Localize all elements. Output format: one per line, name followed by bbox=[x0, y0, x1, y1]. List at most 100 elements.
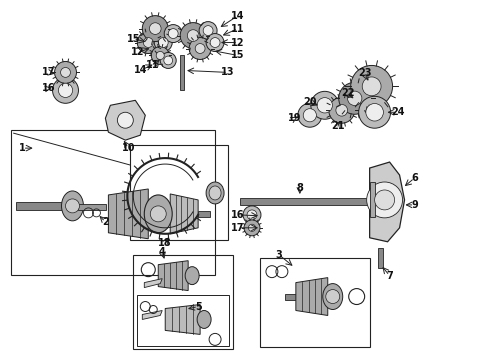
Circle shape bbox=[303, 109, 317, 122]
Text: 17: 17 bbox=[231, 223, 245, 233]
Circle shape bbox=[149, 23, 161, 35]
Text: 13: 13 bbox=[221, 67, 235, 77]
Circle shape bbox=[375, 190, 394, 210]
Ellipse shape bbox=[197, 310, 211, 328]
Circle shape bbox=[168, 29, 178, 39]
Polygon shape bbox=[296, 278, 328, 315]
Circle shape bbox=[326, 289, 340, 303]
Text: 11: 11 bbox=[231, 24, 245, 33]
Polygon shape bbox=[105, 100, 145, 140]
Text: 23: 23 bbox=[358, 68, 371, 78]
Text: 15: 15 bbox=[231, 50, 245, 60]
Text: 5: 5 bbox=[195, 302, 201, 311]
Text: 9: 9 bbox=[411, 200, 418, 210]
Circle shape bbox=[362, 77, 381, 96]
Circle shape bbox=[61, 67, 71, 77]
Text: 12: 12 bbox=[231, 37, 245, 48]
Text: 17: 17 bbox=[42, 67, 55, 77]
Circle shape bbox=[66, 199, 79, 213]
Text: 22: 22 bbox=[341, 88, 354, 98]
Circle shape bbox=[367, 182, 403, 218]
Bar bbox=[378, 248, 383, 268]
Circle shape bbox=[311, 91, 339, 119]
Circle shape bbox=[142, 15, 168, 41]
Polygon shape bbox=[144, 279, 162, 288]
Bar bbox=[198, 211, 210, 217]
Circle shape bbox=[164, 56, 172, 65]
Circle shape bbox=[160, 53, 176, 68]
Text: 21: 21 bbox=[331, 121, 344, 131]
Text: 7: 7 bbox=[386, 271, 393, 281]
Text: 10: 10 bbox=[122, 143, 135, 153]
Circle shape bbox=[180, 23, 206, 49]
Circle shape bbox=[154, 33, 172, 51]
Text: 4: 4 bbox=[159, 247, 166, 257]
Circle shape bbox=[351, 66, 392, 107]
Circle shape bbox=[54, 62, 76, 84]
Circle shape bbox=[187, 30, 199, 41]
Bar bbox=[130, 145, 228, 240]
Circle shape bbox=[243, 206, 261, 224]
Bar bbox=[133, 255, 233, 349]
Circle shape bbox=[248, 224, 256, 231]
Circle shape bbox=[158, 37, 168, 48]
Bar bbox=[180, 55, 184, 90]
Text: 8: 8 bbox=[296, 183, 303, 193]
Text: 14: 14 bbox=[231, 11, 245, 21]
Text: 19: 19 bbox=[288, 113, 302, 123]
Circle shape bbox=[329, 97, 355, 123]
Circle shape bbox=[58, 83, 73, 98]
Circle shape bbox=[210, 37, 220, 48]
Circle shape bbox=[336, 104, 347, 116]
Circle shape bbox=[347, 91, 362, 105]
Circle shape bbox=[359, 96, 391, 128]
Text: 18: 18 bbox=[158, 238, 172, 248]
Ellipse shape bbox=[206, 182, 224, 204]
Circle shape bbox=[206, 33, 224, 51]
Text: 2: 2 bbox=[102, 217, 109, 227]
Bar bbox=[369, 182, 375, 217]
Circle shape bbox=[118, 112, 133, 128]
Bar bbox=[240, 198, 394, 205]
Circle shape bbox=[156, 51, 164, 59]
Text: 14: 14 bbox=[134, 66, 147, 76]
Circle shape bbox=[298, 103, 322, 127]
Ellipse shape bbox=[323, 284, 343, 310]
Circle shape bbox=[247, 210, 257, 220]
Circle shape bbox=[189, 37, 211, 59]
Circle shape bbox=[144, 37, 153, 48]
Bar bbox=[16, 202, 71, 210]
Bar bbox=[260, 258, 369, 347]
Bar bbox=[11, 130, 215, 275]
Ellipse shape bbox=[62, 191, 83, 221]
Circle shape bbox=[199, 22, 217, 40]
Text: 6: 6 bbox=[411, 173, 418, 183]
Text: 1: 1 bbox=[19, 143, 26, 153]
Text: 20: 20 bbox=[303, 97, 317, 107]
Polygon shape bbox=[142, 310, 162, 319]
Circle shape bbox=[366, 103, 383, 121]
Bar bbox=[78, 204, 106, 210]
Text: 3: 3 bbox=[275, 250, 282, 260]
Ellipse shape bbox=[144, 195, 172, 233]
Polygon shape bbox=[108, 189, 148, 239]
Text: 11: 11 bbox=[146, 60, 159, 71]
Text: 15: 15 bbox=[126, 33, 140, 44]
Circle shape bbox=[244, 220, 260, 236]
Circle shape bbox=[164, 24, 182, 42]
Circle shape bbox=[52, 77, 78, 103]
Text: 16: 16 bbox=[42, 84, 55, 93]
Polygon shape bbox=[369, 162, 405, 242]
Circle shape bbox=[195, 44, 205, 53]
Bar bbox=[285, 293, 340, 300]
Polygon shape bbox=[158, 261, 188, 291]
Circle shape bbox=[150, 206, 166, 222]
Circle shape bbox=[339, 82, 370, 114]
Text: 24: 24 bbox=[391, 107, 404, 117]
Circle shape bbox=[203, 26, 213, 36]
Circle shape bbox=[317, 98, 332, 113]
Polygon shape bbox=[170, 194, 198, 234]
Polygon shape bbox=[165, 305, 200, 334]
Circle shape bbox=[137, 32, 159, 54]
Text: 12: 12 bbox=[130, 48, 144, 58]
